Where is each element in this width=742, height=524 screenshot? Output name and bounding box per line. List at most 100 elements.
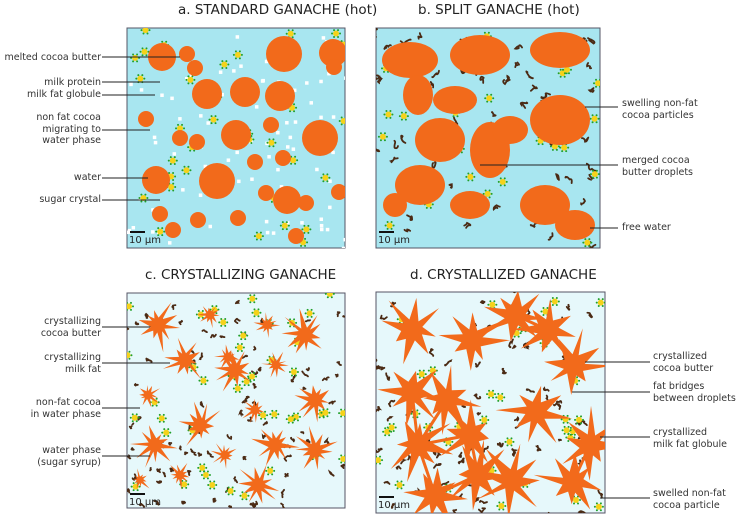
milk-protein xyxy=(506,437,509,440)
milk-protein xyxy=(199,470,202,473)
milk-protein xyxy=(249,301,252,304)
crystallized-cocoa-butter xyxy=(533,452,602,510)
milk-fat-globule xyxy=(484,190,491,197)
milk-protein xyxy=(597,298,600,301)
milk-protein xyxy=(203,463,206,466)
milk-protein xyxy=(172,172,175,175)
milk-protein xyxy=(300,244,303,247)
milk-fat-globule xyxy=(249,373,256,380)
cocoa-particle xyxy=(199,401,205,408)
cocoa-butter-droplet xyxy=(247,154,263,170)
milk-protein xyxy=(141,74,144,77)
cocoa-particle xyxy=(478,499,488,504)
sugar-crystal xyxy=(343,237,345,242)
milk-protein xyxy=(202,477,205,480)
milk-protein xyxy=(291,421,294,424)
milk-protein xyxy=(568,418,571,421)
sugar-crystal xyxy=(319,227,324,232)
milk-protein xyxy=(379,132,382,135)
milk-protein xyxy=(471,172,474,175)
milk-protein xyxy=(293,318,296,321)
cocoa-particle xyxy=(181,500,187,505)
milk-protein xyxy=(128,350,131,353)
milk-protein xyxy=(183,165,186,168)
cocoa-particle xyxy=(300,431,305,435)
sugar-crystal xyxy=(153,140,158,145)
milk-protein xyxy=(431,426,434,429)
milk-fat-globule xyxy=(253,309,260,316)
milk-protein xyxy=(332,293,335,295)
sugar-crystal xyxy=(218,70,223,74)
milk-protein xyxy=(386,220,389,223)
milk-protein xyxy=(573,436,576,439)
cocoa-particle xyxy=(393,139,399,150)
milk-protein xyxy=(128,357,131,360)
milk-protein xyxy=(559,146,562,149)
milk-fat-globule xyxy=(386,222,393,229)
sugar-crystal xyxy=(160,93,164,97)
milk-protein xyxy=(148,29,151,32)
sugar-crystal xyxy=(203,164,208,169)
milk-protein xyxy=(497,399,500,402)
milk-protein xyxy=(141,54,144,57)
milk-protein xyxy=(264,410,267,413)
milk-protein xyxy=(392,423,395,426)
milk-protein xyxy=(496,505,499,508)
label-merged-droplets: merged cocoa butter droplets xyxy=(622,155,693,178)
cocoa-particle xyxy=(390,503,395,509)
milk-protein xyxy=(271,473,274,476)
milk-protein xyxy=(431,203,434,206)
milk-protein xyxy=(205,466,208,469)
milk-fat-globule xyxy=(326,293,333,297)
milk-protein xyxy=(130,485,133,488)
cocoa-particle xyxy=(377,76,383,85)
milk-fat-globule xyxy=(591,171,598,178)
cocoa-particle xyxy=(433,462,442,469)
milk-protein xyxy=(142,32,145,35)
milk-protein xyxy=(161,234,164,237)
sugar-crystal xyxy=(292,88,297,93)
sugar-crystal xyxy=(138,197,142,201)
milk-protein xyxy=(289,110,292,113)
scale-bar-b: 10 µm xyxy=(378,235,411,246)
milk-protein xyxy=(140,193,143,196)
label-crystallizing-cocoa-butter: crystallizing cocoa butter xyxy=(40,316,101,339)
cocoa-particle xyxy=(280,502,286,508)
cocoa-butter-droplet xyxy=(230,77,260,107)
cocoa-particle xyxy=(403,228,412,233)
cocoa-butter-droplet xyxy=(179,46,195,62)
milk-protein xyxy=(292,412,295,415)
cocoa-particle xyxy=(581,136,590,143)
milk-protein xyxy=(307,231,310,234)
milk-protein xyxy=(445,444,448,447)
milk-protein xyxy=(386,426,389,429)
cocoa-particle xyxy=(138,502,145,508)
milk-protein xyxy=(495,303,498,306)
label-fat-bridges: fat bridges between droplets xyxy=(653,381,736,404)
milk-protein xyxy=(584,238,587,241)
milk-protein xyxy=(400,480,403,483)
cocoa-particle xyxy=(234,299,240,305)
milk-protein xyxy=(131,413,134,416)
milk-fat-globule xyxy=(418,371,425,378)
milk-protein xyxy=(488,196,491,199)
milk-protein xyxy=(168,172,171,175)
milk-protein xyxy=(388,423,391,426)
cocoa-particle xyxy=(252,500,259,508)
milk-protein xyxy=(582,418,585,421)
milk-fat-globule xyxy=(243,378,250,385)
milk-protein xyxy=(247,297,250,300)
crystallizing-cocoa-butter xyxy=(253,312,281,338)
milk-fat-globule xyxy=(340,410,345,417)
scale-bar-c: 10 µm xyxy=(129,497,162,508)
milk-protein xyxy=(225,60,228,63)
milk-protein xyxy=(245,498,248,501)
cocoa-particle xyxy=(233,476,239,484)
sugar-crystal xyxy=(276,130,280,135)
cocoa-particle xyxy=(511,344,517,350)
milk-protein xyxy=(201,309,204,312)
crystallizing-cocoa-butter xyxy=(170,463,190,490)
panel-b-title: b. SPLIT GANACHE (hot) xyxy=(418,2,580,18)
cocoa-particle xyxy=(508,338,514,349)
milk-protein xyxy=(174,186,177,189)
